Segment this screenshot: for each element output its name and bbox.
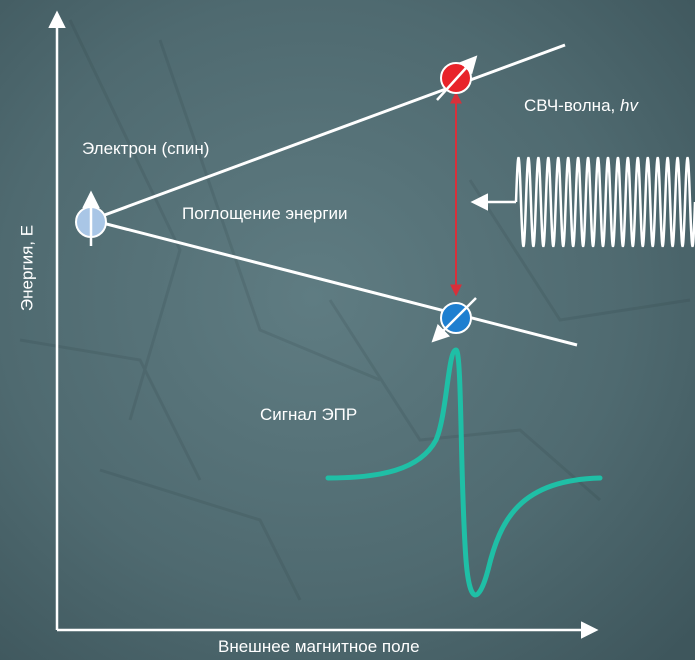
x-axis-label: Внешнее магнитное поле	[218, 637, 420, 656]
spin-up-circle-icon	[75, 190, 107, 246]
lower-energy-level	[90, 218, 578, 347]
absorption-label: Поглощение энергии	[182, 204, 348, 223]
microwave-label: СВЧ-волна, hv	[524, 97, 638, 114]
spin-parallel-circle-icon	[436, 55, 478, 101]
spin-antiparallel-circle-icon	[431, 297, 477, 343]
microwave-wave	[514, 156, 695, 248]
microwave-label-prefix: СВЧ-волна,	[524, 96, 620, 115]
y-axis-label: Энергия, E	[17, 224, 37, 312]
epr-signal-label: Сигнал ЭПР	[260, 405, 358, 424]
background-texture	[19, 19, 691, 601]
epr-signal-curve	[325, 347, 603, 598]
electron-label: Электрон (спин)	[82, 139, 210, 158]
microwave-label-symbol: hv	[619, 96, 638, 115]
upper-energy-level	[90, 43, 566, 222]
